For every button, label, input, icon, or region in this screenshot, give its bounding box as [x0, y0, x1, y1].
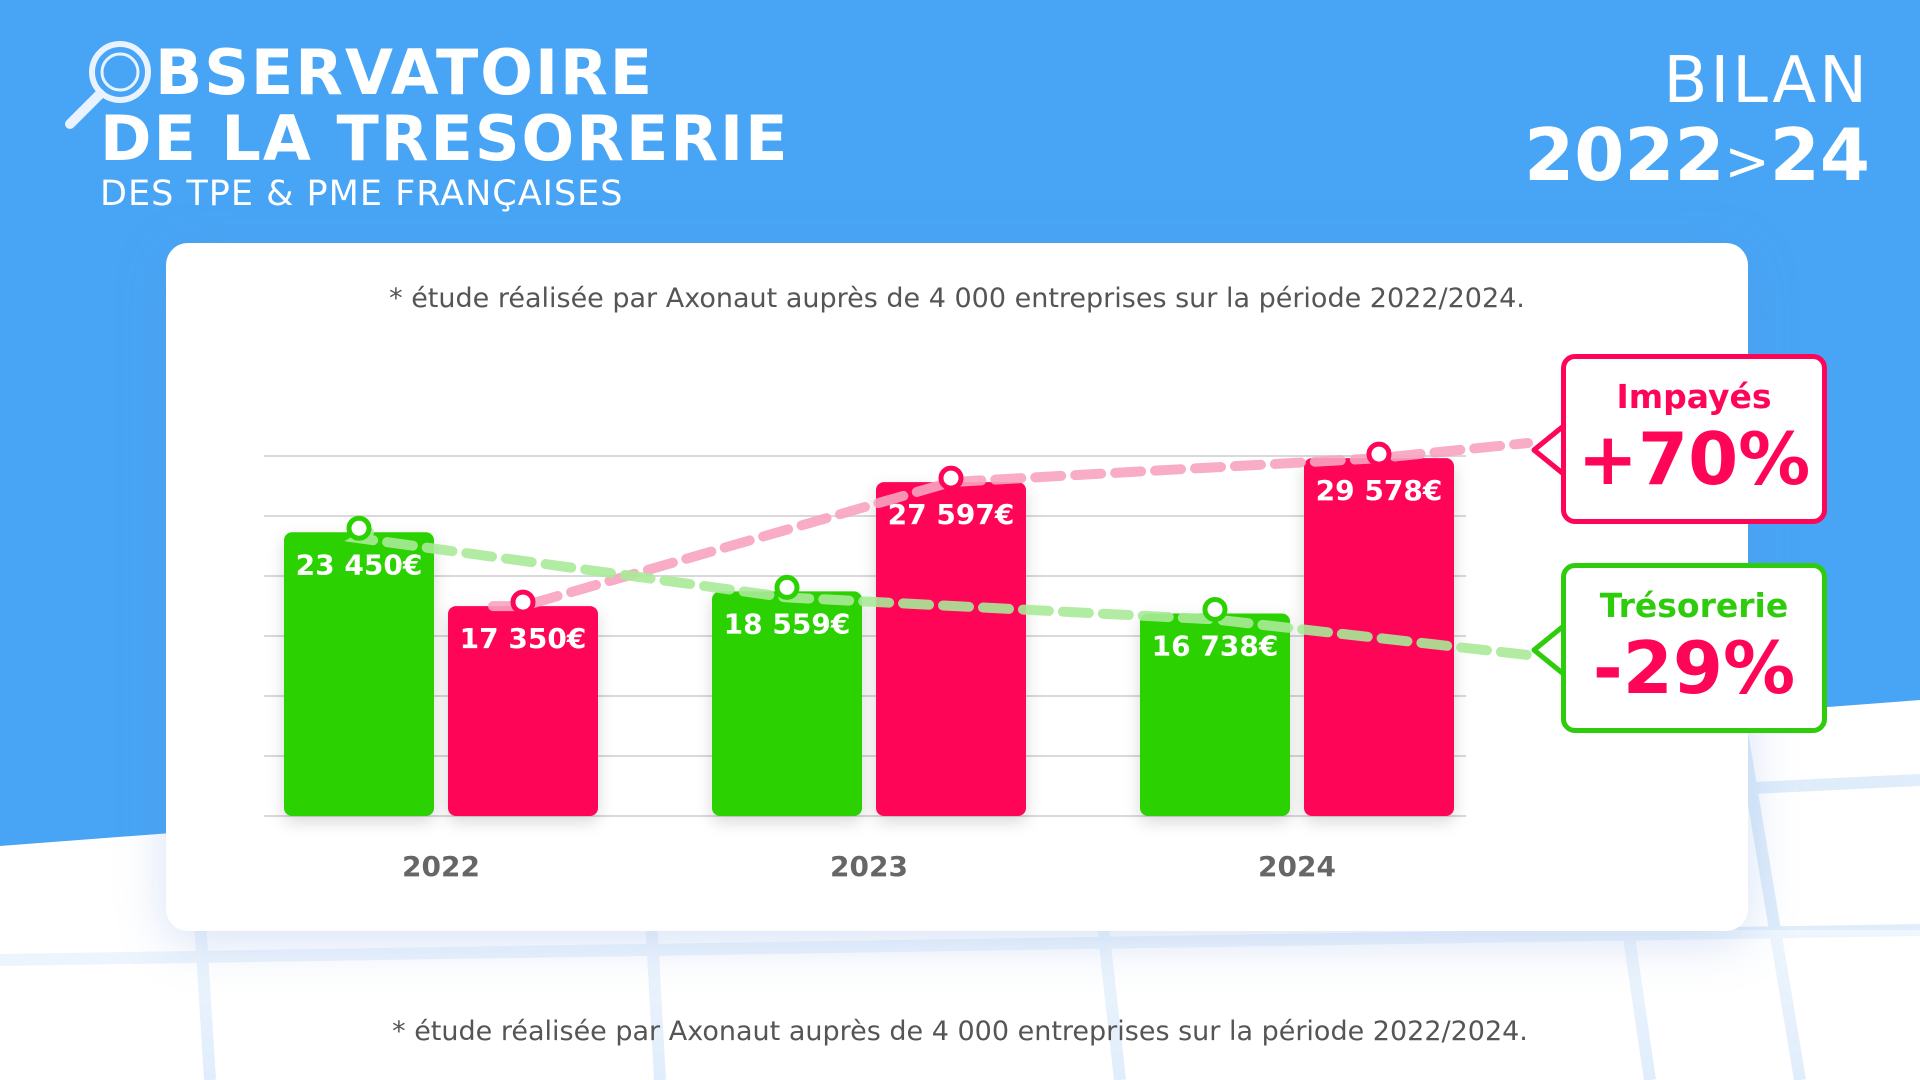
bar: [448, 606, 598, 816]
card-note: * étude réalisée par Axonaut auprès de 4…: [389, 283, 1525, 314]
title-line2: DE LA TRESORERIE: [100, 102, 790, 175]
category-label: 2023: [830, 850, 908, 883]
data-point-marker: [510, 589, 536, 615]
title-subtitle: DES TPE & PME FRANÇAISES: [100, 174, 624, 214]
data-label: 17 350€: [460, 622, 587, 655]
data-label: 18 559€: [724, 607, 851, 640]
category-label: 2022: [402, 850, 480, 883]
bar: [284, 532, 434, 816]
data-label: 16 738€: [1152, 629, 1279, 662]
data-label: 29 578€: [1316, 474, 1443, 507]
bar: [712, 591, 862, 816]
data-label: 23 450€: [296, 548, 423, 581]
badge-year-start: 2022: [1524, 113, 1725, 197]
tresorerie-label: Trésorerie: [1599, 586, 1789, 625]
data-point-marker: [938, 465, 964, 491]
tresorerie-value: -29%: [1592, 626, 1796, 710]
impayes-label: Impayés: [1616, 377, 1772, 416]
data-point-marker: [1202, 596, 1228, 622]
badge-period: 2022>24: [1524, 116, 1870, 201]
chart-card: * étude réalisée par Axonaut auprès de 4…: [166, 243, 1748, 931]
footer-note: * étude réalisée par Axonaut auprès de 4…: [392, 1016, 1528, 1047]
badge-year-end: 24: [1769, 113, 1870, 197]
impayes-value: +70%: [1577, 417, 1811, 501]
badge-separator: >: [1724, 130, 1770, 193]
bar: [1140, 613, 1290, 816]
data-point-marker: [1366, 441, 1392, 467]
bar-chart: 23 450€ 17 350€ 2022 18 559€ 27 597€ 2023 16 7…: [264, 438, 1533, 883]
category-label: 2024: [1258, 850, 1336, 883]
impayes-callout: Impayés +70%: [1561, 354, 1827, 524]
header-title: BSERVATOIRE DE LA TRESORERIE DES TPE & P…: [100, 40, 789, 216]
bar: [876, 482, 1026, 816]
data-point-marker: [774, 574, 800, 600]
data-point-marker: [346, 515, 372, 541]
title-line1: BSERVATOIRE: [155, 36, 655, 109]
period-badge: BILAN 2022>24: [1524, 46, 1870, 201]
badge-label: BILAN: [1663, 44, 1870, 118]
tresorerie-callout: Trésorerie -29%: [1561, 563, 1827, 733]
magnifier-icon: [65, 41, 151, 129]
data-label: 27 597€: [888, 498, 1015, 531]
